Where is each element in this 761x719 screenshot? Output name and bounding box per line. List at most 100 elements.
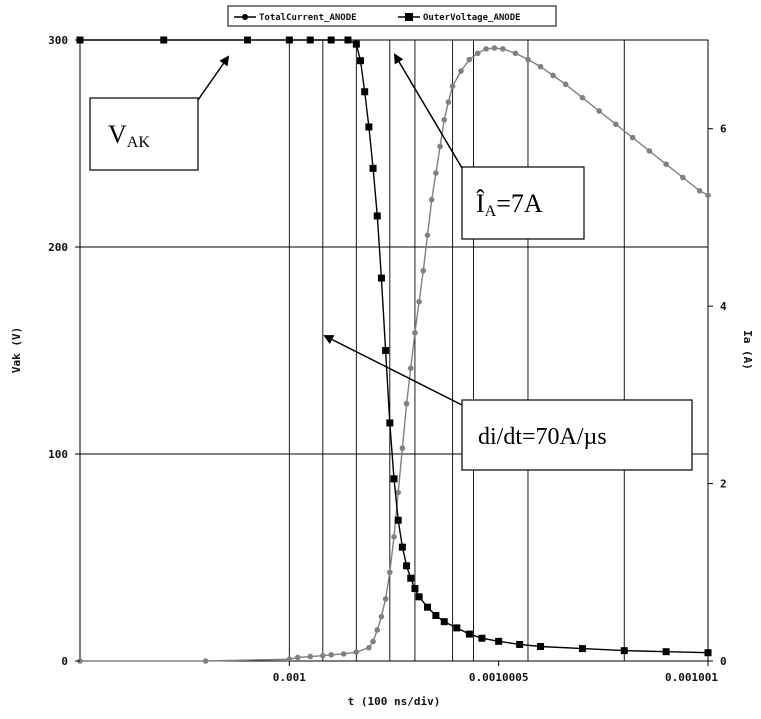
annotation-didt: di/dt=70A/µs bbox=[323, 335, 693, 471]
data-point bbox=[704, 649, 712, 657]
data-point bbox=[407, 574, 415, 582]
data-point bbox=[432, 611, 440, 619]
annotation-ia-arrow bbox=[393, 53, 463, 169]
data-point bbox=[340, 651, 347, 657]
data-point bbox=[696, 188, 703, 194]
data-point bbox=[369, 164, 377, 172]
data-point bbox=[680, 174, 686, 181]
data-point bbox=[491, 45, 498, 51]
y-axis-title: Vak (V) bbox=[10, 327, 23, 373]
series-layer bbox=[76, 36, 712, 664]
data-point bbox=[378, 613, 385, 620]
data-point bbox=[320, 652, 326, 659]
data-point bbox=[387, 569, 393, 576]
data-point bbox=[495, 637, 503, 645]
data-point bbox=[403, 400, 410, 407]
data-point bbox=[286, 656, 293, 663]
legend-label-voltage: OuterVoltage_ANODE bbox=[423, 13, 521, 23]
data-point bbox=[433, 170, 439, 176]
data-point bbox=[620, 647, 628, 655]
data-point bbox=[399, 445, 406, 451]
data-point bbox=[366, 644, 372, 651]
data-point bbox=[458, 68, 464, 74]
data-point bbox=[407, 365, 414, 372]
data-point bbox=[483, 46, 489, 52]
data-point bbox=[344, 36, 352, 44]
data-point bbox=[386, 419, 394, 427]
data-point bbox=[327, 36, 335, 44]
data-point bbox=[395, 489, 401, 496]
y-tick-label: 0 bbox=[61, 655, 68, 668]
annotation-ia-main: Î bbox=[476, 189, 485, 218]
series-OuterVoltage_ANODE bbox=[76, 36, 712, 657]
y-tick-label: 300 bbox=[48, 34, 68, 47]
x-tick-label: 0.0010005 bbox=[469, 671, 529, 684]
data-point bbox=[537, 643, 545, 651]
data-point bbox=[411, 585, 419, 593]
y2-tick-label: 6 bbox=[720, 123, 727, 136]
data-point bbox=[453, 624, 461, 632]
data-point bbox=[416, 298, 422, 305]
annotation-didt-box bbox=[461, 399, 693, 471]
data-point bbox=[579, 94, 586, 101]
data-point bbox=[328, 651, 335, 658]
annotation-ia: ÎA=7A bbox=[393, 53, 585, 240]
x-tick-label: 0.001001 bbox=[665, 671, 718, 684]
data-point bbox=[516, 640, 524, 648]
data-point bbox=[537, 63, 544, 70]
data-point bbox=[423, 603, 431, 611]
annotation-vak-main: V bbox=[108, 120, 127, 149]
data-point bbox=[525, 56, 531, 63]
legend-marker-current bbox=[242, 14, 248, 20]
data-point bbox=[374, 627, 381, 633]
annotation-didt-label: di/dt=70A/µs bbox=[478, 424, 607, 450]
data-point bbox=[613, 121, 619, 128]
data-point bbox=[474, 50, 481, 57]
annotation-didt-arrow bbox=[323, 335, 463, 406]
data-point bbox=[390, 475, 398, 483]
data-point bbox=[352, 40, 360, 48]
data-point bbox=[294, 654, 301, 661]
annotation-ia-rest: =7A bbox=[496, 189, 543, 218]
series-TotalCurrent_ANODE bbox=[77, 45, 711, 664]
data-point bbox=[306, 36, 314, 44]
data-point bbox=[440, 618, 448, 626]
data-point bbox=[629, 134, 636, 141]
y-tick-label: 100 bbox=[48, 448, 68, 461]
legend: TotalCurrent_ANODE OuterVoltage_ANODE bbox=[227, 5, 557, 27]
annotation-vak-sub: AK bbox=[127, 134, 151, 151]
data-point bbox=[160, 36, 168, 44]
annotation-vak-label: VAK bbox=[108, 120, 150, 151]
data-point bbox=[596, 108, 602, 114]
data-point bbox=[437, 143, 443, 150]
data-point bbox=[361, 88, 369, 96]
data-point bbox=[500, 46, 506, 52]
data-point bbox=[466, 56, 473, 63]
data-point bbox=[441, 117, 448, 123]
data-point bbox=[398, 543, 406, 551]
data-point bbox=[646, 148, 653, 154]
plot-frame bbox=[79, 39, 709, 662]
data-point bbox=[307, 653, 314, 660]
y2-axis-title: Ia (A) bbox=[741, 330, 754, 370]
annotation-ia-sub: A bbox=[485, 203, 497, 220]
x-tick-label: 0.001 bbox=[273, 671, 306, 684]
data-point bbox=[377, 274, 385, 282]
data-point bbox=[449, 83, 456, 89]
annotation-vak: VAK bbox=[89, 55, 230, 171]
data-point bbox=[512, 50, 519, 57]
y2-tick-label: 0 bbox=[720, 655, 727, 668]
data-point bbox=[382, 347, 390, 354]
legend-marker-voltage bbox=[405, 13, 413, 21]
annotation-vak-arrow bbox=[197, 55, 230, 101]
data-point bbox=[705, 192, 711, 199]
data-point bbox=[391, 534, 397, 540]
data-point bbox=[424, 232, 431, 238]
data-point bbox=[428, 196, 435, 203]
legend-box bbox=[227, 5, 557, 27]
annotation-vak-box bbox=[89, 97, 199, 171]
data-point bbox=[420, 267, 427, 274]
